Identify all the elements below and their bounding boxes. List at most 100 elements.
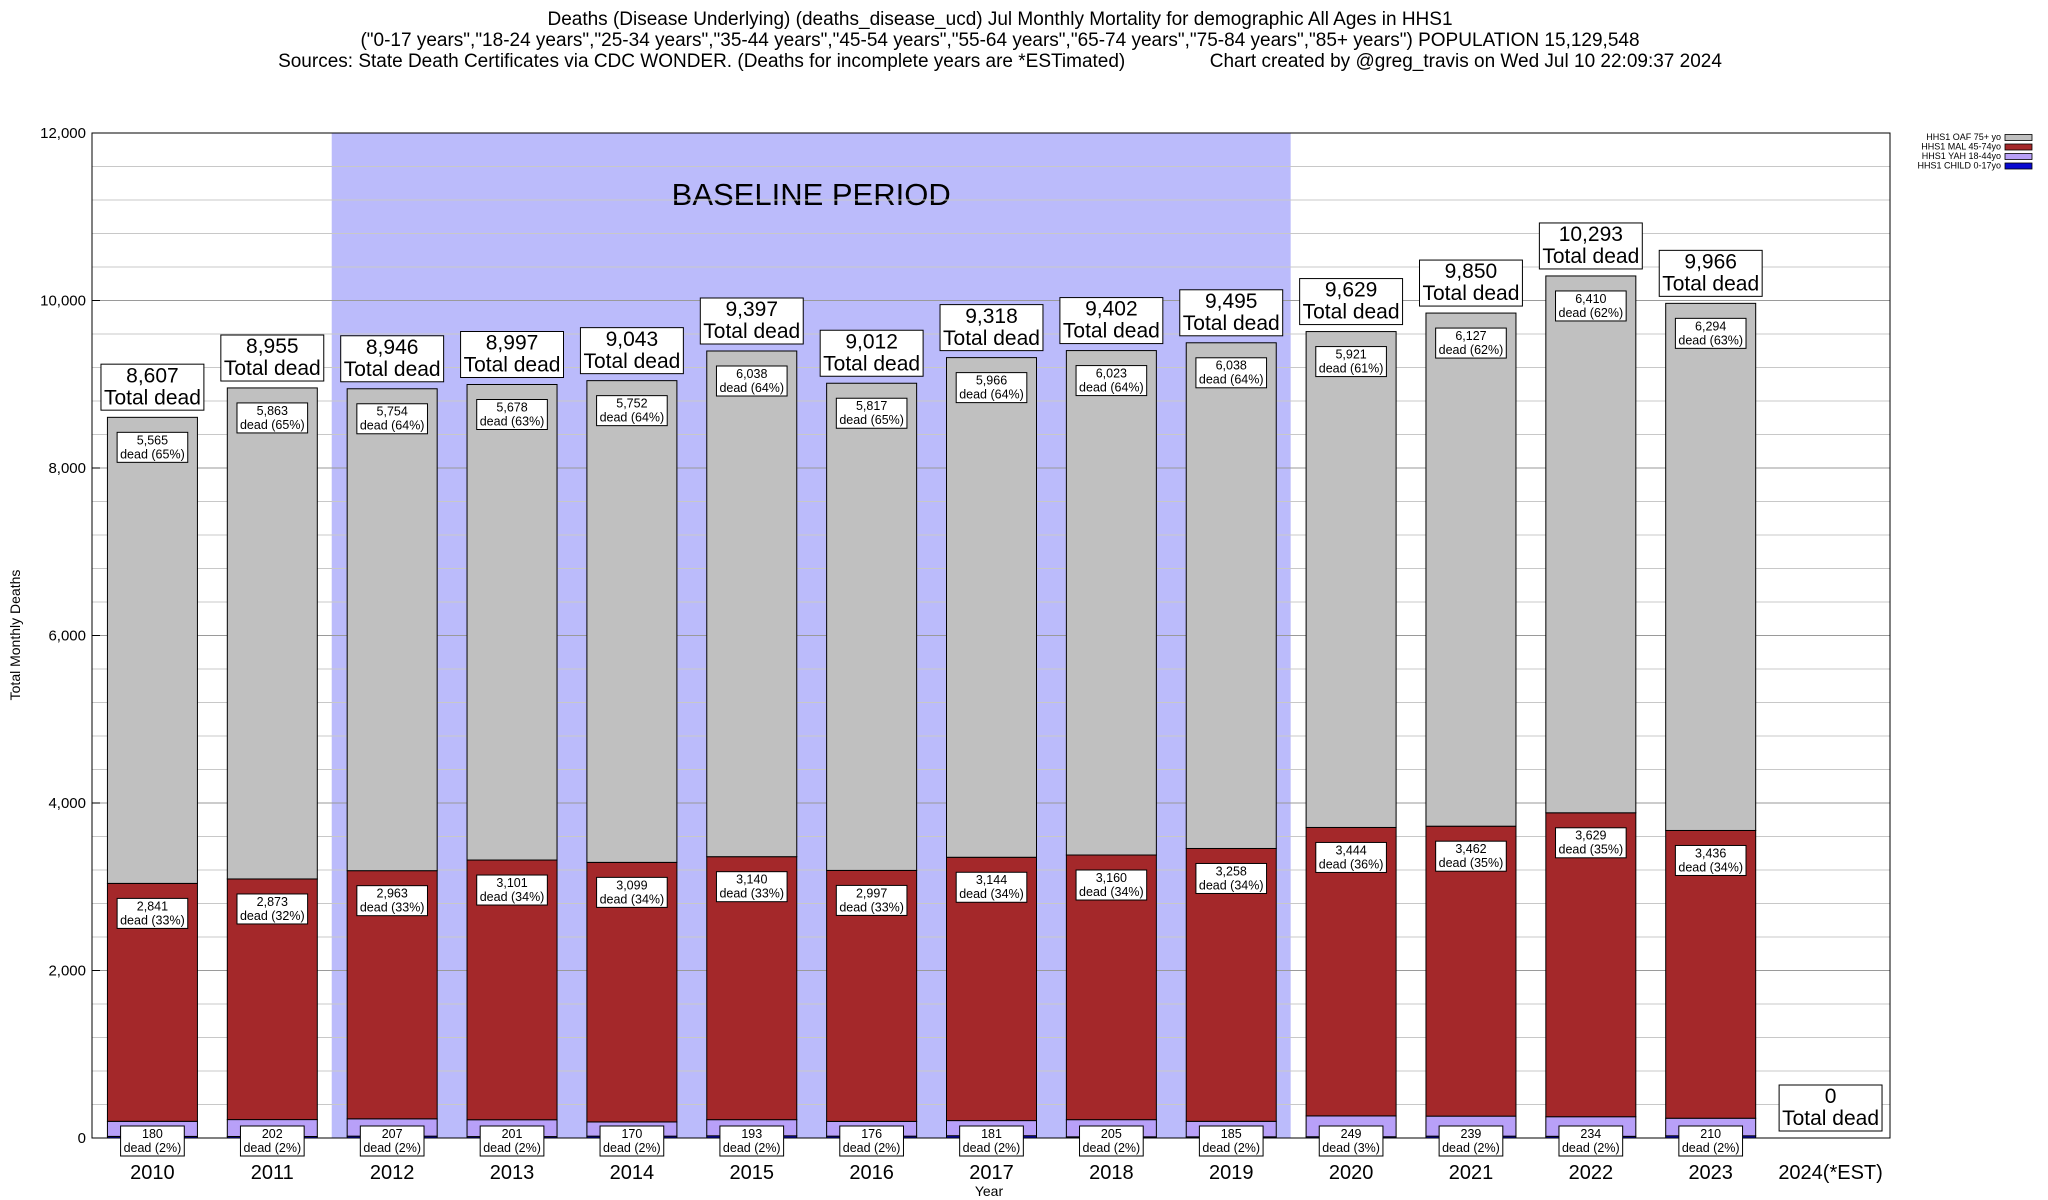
total-data-label-text-0: 9,495 — [1205, 290, 1258, 313]
legend-swatch — [2004, 162, 2033, 170]
total-data-label-text-0: 9,043 — [606, 328, 659, 351]
segment-data-label-text-0: 239 — [1461, 1127, 1482, 1141]
total-data-label-box — [1538, 222, 1643, 270]
segment-data-label-text-0: 2,841 — [137, 899, 168, 913]
y-tick-label: 0 — [78, 1130, 86, 1147]
total-data-label-box — [1419, 259, 1523, 307]
total-data-label-text-1: Total dead — [464, 354, 561, 377]
segment-data-label-box — [955, 372, 1028, 404]
y-tick-label: 10,000 — [40, 293, 86, 310]
x-tick-label: 2022 — [1569, 1162, 1614, 1184]
x-tick-label: 2012 — [370, 1162, 415, 1184]
segment-data-label-text-1: dead (2%) — [1202, 1141, 1260, 1155]
x-tick-label: 2021 — [1449, 1162, 1494, 1184]
total-data-label-text-0: 8,607 — [126, 364, 179, 387]
segment-data-label-box — [599, 1125, 665, 1157]
segment-data-label-text-0: 6,023 — [1096, 367, 1127, 381]
segment-data-label-text-1: dead (64%) — [360, 419, 425, 433]
segment-data-label-text-0: 170 — [621, 1127, 642, 1141]
segment-data-label-text-1: dead (2%) — [243, 1141, 301, 1155]
total-data-label-text-1: Total dead — [703, 320, 800, 343]
segment-data-label-box — [1674, 844, 1747, 876]
segment-data-label-text-0: 193 — [741, 1127, 762, 1141]
segment-data-label-text-1: dead (34%) — [480, 890, 545, 904]
segment-data-label-box — [1555, 827, 1627, 859]
total-data-label-text-0: 10,293 — [1559, 223, 1623, 246]
segment-data-label-text-1: dead (2%) — [363, 1141, 421, 1155]
bar-segment-2 — [1305, 826, 1397, 1117]
segment-data-label-box — [1555, 290, 1627, 322]
total-data-label-box — [819, 329, 924, 377]
total-data-label-text-0: 8,955 — [246, 335, 299, 358]
segment-data-label-text-0: 2,997 — [856, 886, 887, 900]
segment-data-label-text-0: 180 — [142, 1127, 163, 1141]
segment-data-label-text-1: dead (34%) — [959, 887, 1024, 901]
y-tick-label: 2,000 — [48, 963, 86, 980]
segment-data-label-text-0: 234 — [1580, 1127, 1601, 1141]
total-data-label-text-1: Total dead — [943, 327, 1040, 350]
segment-data-label-text-1: dead (61%) — [1319, 361, 1384, 375]
x-axis-ticks: 2010 2011 2012 2013 2014 2015 2016 2017 2018 2019… — [130, 1162, 1883, 1184]
segment-data-label-text-0: 5,921 — [1335, 347, 1366, 361]
segment-data-label-text-1: dead (63%) — [480, 414, 545, 428]
segment-data-label-text-1: dead (32%) — [240, 909, 305, 923]
total-data-label-box — [220, 334, 325, 382]
legend-swatch — [2004, 134, 2033, 141]
segment-data-label-box — [835, 397, 908, 429]
x-tick-label: 2015 — [730, 1162, 775, 1184]
segment-data-label-text-1: dead (35%) — [1559, 843, 1624, 857]
segment-data-label-text-1: dead (34%) — [1079, 885, 1144, 899]
segment-data-label-text-1: dead (33%) — [360, 901, 425, 915]
bar-segment-3 — [946, 357, 1037, 858]
segment-data-label-box — [236, 893, 309, 925]
legend-swatch — [2004, 143, 2033, 151]
segment-data-label-box — [1318, 1125, 1384, 1157]
segment-data-label-text-0: 3,144 — [976, 873, 1007, 887]
segment-data-label-box — [236, 402, 309, 434]
segment-data-label-text-1: dead (2%) — [843, 1141, 901, 1155]
total-data-label-text-1: Total dead — [1542, 245, 1639, 268]
bar-segment-3 — [106, 416, 198, 884]
total-data-label-text-0: 9,397 — [725, 298, 778, 321]
legend-label: HHS1 MAL 45-74yo — [1921, 142, 2001, 152]
y-tick-label: 6,000 — [48, 628, 86, 645]
total-data-label-box — [1658, 249, 1763, 297]
segment-data-label-box — [1075, 365, 1148, 397]
segment-data-label-box — [1678, 1125, 1744, 1157]
x-tick-label: 2016 — [849, 1162, 894, 1184]
segment-data-label-text-1: dead (33%) — [719, 887, 784, 901]
total-data-label-text-0: 8,997 — [486, 332, 539, 355]
legend-label: HHS1 YAH 18-44yo — [1922, 151, 2001, 161]
total-data-label-text-0: 0 — [1825, 1085, 1837, 1108]
segment-data-label-text-0: 181 — [981, 1127, 1002, 1141]
segment-data-label-text-0: 5,966 — [976, 374, 1007, 388]
segment-data-label-text-0: 3,140 — [736, 873, 767, 887]
segment-data-label-box — [1558, 1125, 1624, 1157]
segment-data-label-box — [955, 871, 1028, 903]
segment-data-label-text-0: 201 — [502, 1127, 523, 1141]
total-data-label-text-1: Total dead — [823, 352, 920, 375]
segment-data-label-text-0: 207 — [382, 1127, 403, 1141]
total-data-label-text-0: 9,402 — [1085, 298, 1138, 321]
segment-data-label-box — [476, 399, 548, 431]
